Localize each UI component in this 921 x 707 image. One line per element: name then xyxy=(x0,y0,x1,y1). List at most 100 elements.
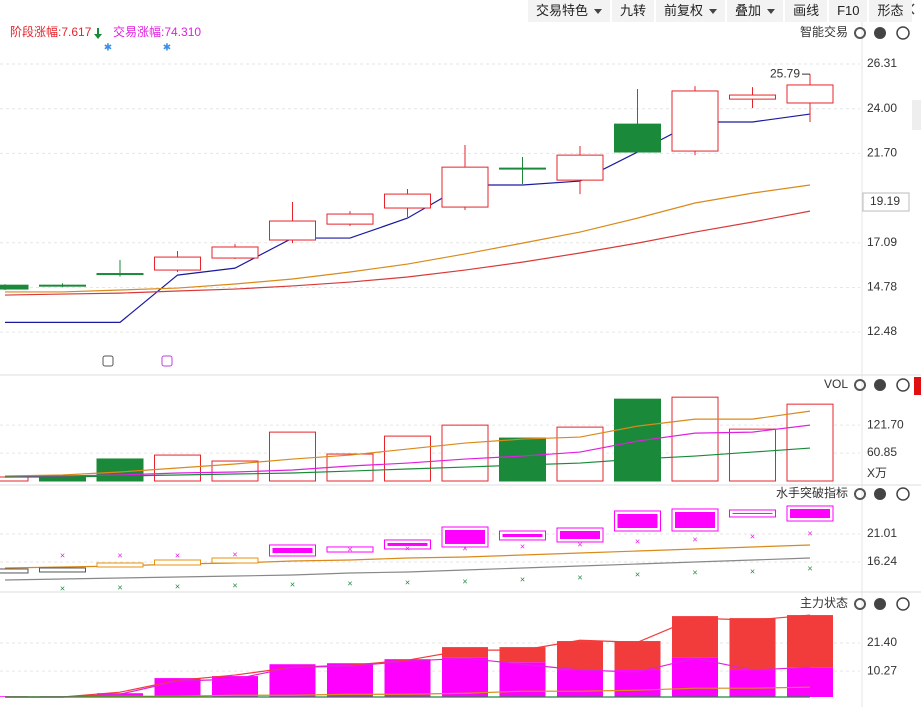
volume-bar xyxy=(729,428,776,482)
trade-gain: 交易涨幅:74.310 xyxy=(113,24,201,39)
range-box xyxy=(326,546,374,553)
max-label: 25.79 xyxy=(770,66,800,80)
candle-body xyxy=(614,123,661,153)
signal-icon[interactable] xyxy=(161,355,173,367)
indicator-line xyxy=(5,657,811,698)
panel-title: 主力状态 xyxy=(800,596,848,610)
signal-icon[interactable] xyxy=(102,355,114,367)
x-marker: × xyxy=(692,534,697,544)
candle-body xyxy=(499,167,546,170)
stacked-segment xyxy=(442,657,488,697)
volume-bar xyxy=(614,398,661,482)
stage-gain: 阶段涨幅:7.617 xyxy=(10,24,92,39)
y-tick-label: 60.85 xyxy=(867,445,897,459)
range-box-fill xyxy=(502,533,543,537)
candle-body xyxy=(556,154,604,181)
x-marker: × xyxy=(60,583,65,593)
y-tick-label: 26.31 xyxy=(867,56,897,70)
volume-bar xyxy=(154,454,201,482)
volume-bar xyxy=(441,424,489,482)
add-icon[interactable] xyxy=(896,26,910,40)
help-icon[interactable] xyxy=(874,598,886,610)
panel-title: 智能交易 xyxy=(800,24,848,39)
settings-icon[interactable] xyxy=(854,488,866,500)
x-marker: × xyxy=(750,531,755,541)
add-icon[interactable] xyxy=(896,378,910,392)
toolbar-button[interactable]: 形态 xyxy=(869,0,912,22)
stacked-segment xyxy=(499,647,546,663)
x-marker: × xyxy=(635,536,640,546)
stacked-segment xyxy=(614,641,661,671)
stacked-segment xyxy=(672,657,718,697)
settings-icon[interactable] xyxy=(854,379,866,391)
stacked-segment xyxy=(672,616,718,658)
range-box-fill xyxy=(732,512,773,514)
x-marker: × xyxy=(347,578,352,588)
star: ✱ xyxy=(163,43,171,54)
stacked-segment xyxy=(384,659,431,697)
candle-body xyxy=(671,90,719,152)
stacked-segment xyxy=(442,647,488,658)
indicator-line xyxy=(5,614,811,698)
candle-body xyxy=(154,256,201,271)
help-icon[interactable] xyxy=(874,488,886,500)
x-marker: × xyxy=(750,566,755,576)
x-marker: × xyxy=(807,528,812,538)
x-marker: × xyxy=(232,580,237,590)
toolbar-button[interactable]: F10 xyxy=(829,0,868,22)
x-marker: × xyxy=(60,550,65,560)
stacked-segment xyxy=(212,676,258,697)
x-marker: × xyxy=(462,576,467,586)
stacked-segment xyxy=(327,663,373,697)
range-box xyxy=(96,562,144,568)
y-tick-label: 21.40 xyxy=(867,635,897,649)
help-icon[interactable] xyxy=(874,27,886,39)
x-marker: × xyxy=(290,579,295,589)
add-icon[interactable] xyxy=(896,487,910,501)
x-marker: × xyxy=(692,567,697,577)
toolbar-button[interactable]: 前复权 xyxy=(656,0,726,22)
candle-body xyxy=(39,284,86,287)
y-tick-label: 17.09 xyxy=(867,235,897,249)
x-marker: × xyxy=(462,543,467,553)
stacked-segment xyxy=(729,670,776,697)
x-marker: × xyxy=(520,574,525,584)
range-box xyxy=(154,559,201,566)
unit-label: X万 xyxy=(867,466,887,480)
stacked-segment xyxy=(729,618,776,671)
x-marker: × xyxy=(290,546,295,556)
x-marker: × xyxy=(577,572,582,582)
range-box xyxy=(211,557,259,564)
indicator-line xyxy=(4,410,811,477)
range-box-fill xyxy=(790,508,830,519)
side-tab[interactable] xyxy=(912,100,921,130)
stacked-segment xyxy=(557,670,603,697)
x-marker: × xyxy=(117,550,122,560)
y-tick-label: 16.24 xyxy=(867,554,897,568)
toolbar-button[interactable]: 九转 xyxy=(612,0,655,22)
add-icon[interactable] xyxy=(896,597,910,611)
candle-body xyxy=(326,213,374,225)
x-marker: × xyxy=(175,581,180,591)
toolbar-button[interactable]: 画线 xyxy=(785,0,828,22)
x-marker: × xyxy=(577,539,582,549)
volume-bar xyxy=(384,435,431,482)
y-tick-label: 21.70 xyxy=(867,146,897,160)
x-marker: × xyxy=(405,543,410,553)
range-box-fill xyxy=(445,530,485,544)
stacked-segment xyxy=(557,641,603,671)
stacked-segment xyxy=(97,693,143,697)
indicator-line xyxy=(5,686,811,698)
help-icon[interactable] xyxy=(874,379,886,391)
x-marker: × xyxy=(405,577,410,587)
range-box-fill xyxy=(675,511,715,528)
toolbar-button[interactable]: 交易特色 xyxy=(528,0,611,22)
settings-icon[interactable] xyxy=(854,598,866,610)
settings-icon[interactable] xyxy=(854,27,866,39)
candle-body xyxy=(269,220,316,241)
edge-marker xyxy=(914,377,921,395)
toolbar-button[interactable]: 叠加 xyxy=(727,0,784,22)
